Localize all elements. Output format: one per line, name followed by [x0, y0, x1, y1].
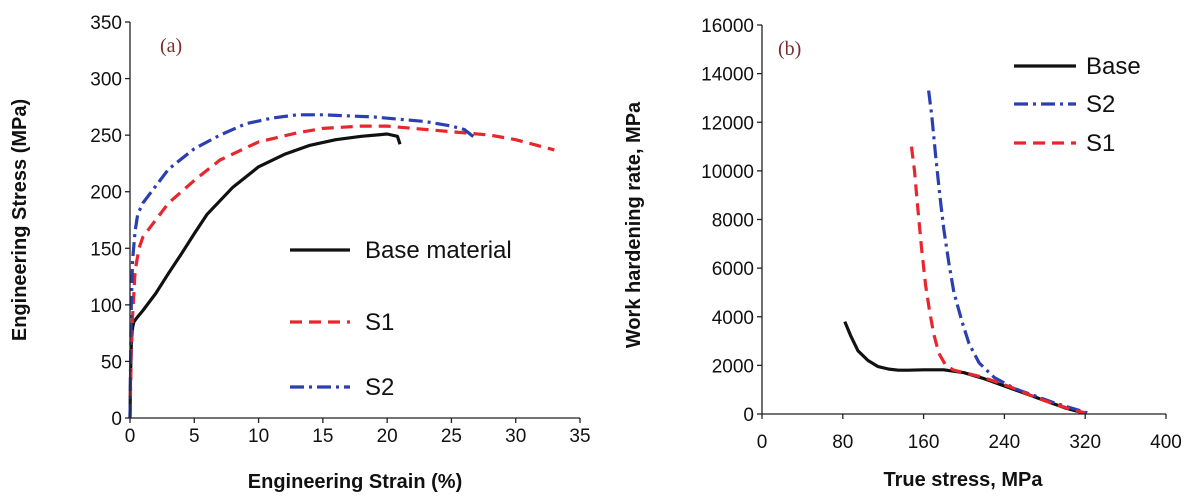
chart-b-y-tick-label: 0 [743, 405, 754, 426]
chart-panel-b: 0 80 160 240 320 400 0 2000 4000 6000 8000 10000 12… [623, 16, 1182, 491]
chart-b-x-tick-label: 160 [908, 432, 940, 453]
chart-a-y-axis-title: Engineering Stress (MPa) [9, 99, 31, 341]
chart-b-x-axis-title: True stress, MPa [884, 469, 1044, 491]
chart-b-series-s2-line [927, 90, 1088, 415]
chart-a-x-tick-label: 15 [312, 426, 333, 447]
chart-b-legend-label: S2 [1086, 91, 1115, 118]
chart-a-x-tick-label: 25 [441, 426, 462, 447]
chart-a-x-tick-label: 10 [248, 426, 269, 447]
chart-a-y-tick-label: 200 [90, 183, 122, 204]
chart-b-legend: Base S2 S1 [1014, 53, 1141, 157]
chart-b-y-tick-label: 4000 [712, 308, 754, 329]
chart-b-x-tick-label: 320 [1069, 432, 1101, 453]
chart-a-legend-label: Base material [365, 237, 512, 264]
chart-a-series-layer [128, 113, 555, 419]
chart-a-y-tick-label: 300 [90, 70, 122, 91]
chart-a-x-axis-title: Engineering Strain (%) [248, 471, 462, 493]
chart-b-x-tick-label: 80 [832, 432, 853, 453]
chart-b-y-tick-label: 6000 [712, 259, 754, 280]
chart-a-y-tick-label: 0 [111, 409, 122, 430]
chart-a-y-tick-label: 50 [101, 352, 122, 373]
chart-a-legend-label: S2 [365, 374, 394, 401]
chart-a-y-ticks: 0 50 100 150 200 250 300 350 [90, 13, 130, 430]
chart-b-y-tick-label: 12000 [701, 113, 754, 134]
chart-a-y-tick-label: 250 [90, 126, 122, 147]
chart-a-x-tick-label: 0 [125, 426, 136, 447]
chart-b-legend-label: Base [1086, 53, 1141, 80]
chart-a-series-base-material-line [128, 132, 402, 419]
chart-a-series-s2-line [128, 113, 479, 419]
chart-b-y-ticks: 0 2000 4000 6000 8000 10000 12000 14000 16000 [701, 16, 762, 426]
chart-b-legend-label: S1 [1086, 130, 1115, 157]
chart-b-series-layer [843, 90, 1088, 415]
chart-a-y-tick-label: 150 [90, 239, 122, 260]
chart-b-x-tick-label: 240 [989, 432, 1021, 453]
chart-b-y-tick-label: 10000 [701, 162, 754, 183]
chart-b-x-tick-label: 0 [757, 432, 768, 453]
chart-panel-a: 0 5 10 15 20 25 30 35 0 50 100 150 200 250 300 350 Eng… [9, 13, 591, 493]
chart-b-y-axis-title: Work hardening rate, MPa [623, 101, 645, 348]
chart-b-x-ticks: 0 80 160 240 320 400 [757, 414, 1182, 453]
chart-a-x-ticks: 0 5 10 15 20 25 30 35 [125, 418, 591, 447]
chart-b-x-tick-label: 400 [1150, 432, 1182, 453]
chart-a-panel-label: (a) [160, 35, 182, 57]
chart-b-y-tick-label: 14000 [701, 65, 754, 86]
chart-b-y-tick-label: 2000 [712, 356, 754, 377]
chart-a-series-s1-line [128, 124, 555, 419]
chart-b-y-tick-label: 16000 [701, 16, 754, 37]
chart-a-legend-label: S1 [365, 309, 394, 336]
chart-b-y-tick-label: 8000 [712, 211, 754, 232]
chart-b-panel-label: (b) [778, 38, 801, 60]
chart-a-x-tick-label: 30 [505, 426, 526, 447]
chart-a-y-tick-label: 350 [90, 13, 122, 34]
chart-b-series-s1-line [909, 146, 1086, 415]
chart-a-x-tick-label: 20 [377, 426, 398, 447]
chart-a-y-tick-label: 100 [90, 296, 122, 317]
chart-a-legend: Base material S1 S2 [290, 237, 512, 401]
chart-a-x-tick-label: 5 [189, 426, 200, 447]
chart-a-x-tick-label: 35 [569, 426, 590, 447]
